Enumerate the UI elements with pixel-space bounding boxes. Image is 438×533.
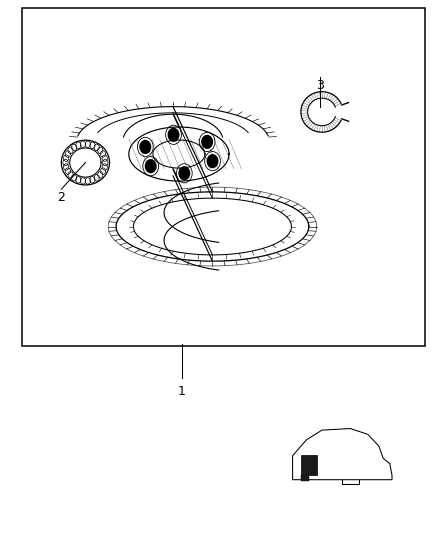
Circle shape bbox=[202, 135, 212, 148]
Circle shape bbox=[179, 167, 190, 180]
Circle shape bbox=[207, 155, 218, 167]
Bar bbox=[22, 8, 425, 346]
Circle shape bbox=[140, 141, 151, 154]
Text: 3: 3 bbox=[316, 79, 324, 92]
Bar bbox=[301, 455, 317, 475]
Circle shape bbox=[145, 160, 156, 173]
Bar bbox=[301, 475, 309, 481]
Text: 2: 2 bbox=[57, 191, 65, 204]
Text: 1: 1 bbox=[178, 385, 186, 398]
Circle shape bbox=[168, 128, 179, 141]
